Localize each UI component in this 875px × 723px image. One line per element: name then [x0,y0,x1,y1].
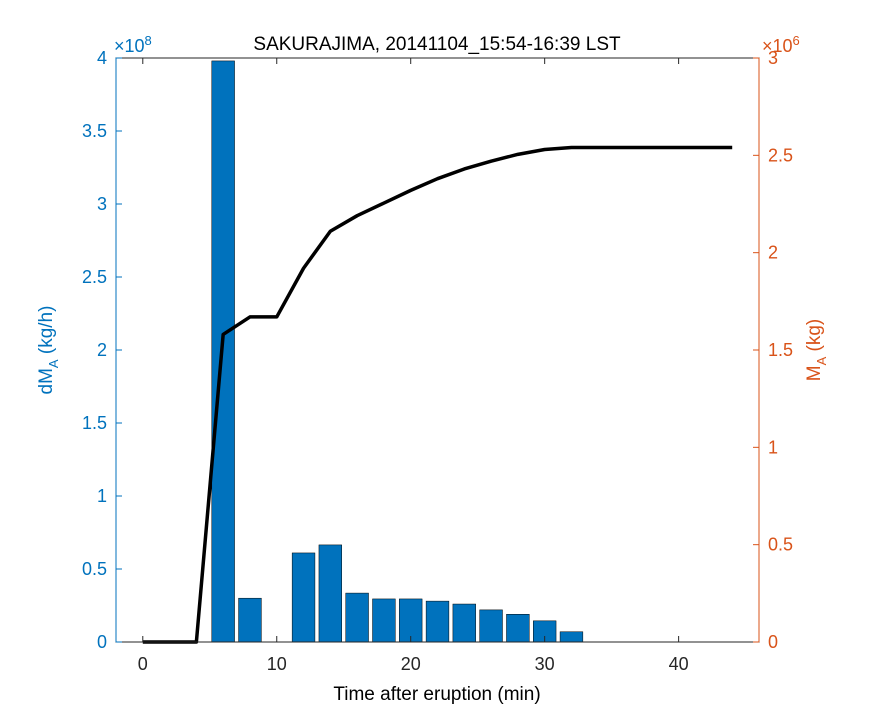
bar [399,598,423,643]
left-tick-label: 0.5 [82,559,107,579]
left-axis-exponent: ×108 [114,33,152,56]
right-tick-label: 1 [768,437,778,457]
x-tick-label: 30 [535,654,555,674]
right-axis-label-unit: (kg) [804,319,825,357]
right-axis-label-sub: A [814,356,829,365]
right-axis-exponent: ×106 [762,33,800,56]
left-axis-label-unit: (kg/h) [36,306,57,360]
left-tick-label: 2 [97,340,107,360]
left-axis-exponent-prefix: ×10 [114,36,145,56]
left-tick-label: 3.5 [82,121,107,141]
right-axis-exponent-prefix: ×10 [762,36,793,56]
left-axis-label-sub: A [46,359,61,368]
x-tick-label: 40 [669,654,689,674]
left-axis-ticks: 0 0.5 1 1.5 2 2.5 3 3.5 4 [82,48,122,652]
left-tick-label: 0 [97,632,107,652]
x-axis-label: Time after eruption (min) [333,684,540,705]
right-axis-label: MA (kg) [804,319,829,382]
bar [506,614,530,643]
bar [318,544,342,643]
left-tick-label: 1 [97,486,107,506]
bar [238,597,262,643]
bar [372,598,396,643]
right-axis-exponent-power: 6 [793,33,800,48]
left-tick-label: 4 [97,48,107,68]
left-tick-label: 3 [97,194,107,214]
bar [452,603,476,643]
chart-title: SAKURAJIMA, 20141104_15:54-16:39 LST [253,34,621,55]
left-axis-exponent-power: 8 [145,33,152,48]
cumulative-line-layer [142,145,733,644]
right-tick-label: 2 [768,243,778,263]
left-axis-label-main: dM [36,368,57,394]
bar [479,609,503,643]
left-tick-label: 1.5 [82,413,107,433]
cumulative-mass-line [142,145,733,644]
right-tick-label: 0 [768,632,778,652]
left-axis-label: dMA (kg/h) [36,306,61,395]
right-axis-ticks: 0 0.5 1 1.5 2 2.5 3 [753,48,793,652]
right-tick-label: 1.5 [768,340,793,360]
right-axis-label-main: M [804,365,825,381]
right-tick-label: 2.5 [768,145,793,165]
bar [559,631,584,643]
x-tick-label: 10 [267,654,287,674]
right-tick-label: 0.5 [768,535,793,555]
x-tick-label: 20 [401,654,421,674]
right-tick-label: 3 [768,48,778,68]
x-tick-label: 0 [138,654,148,674]
bar [345,592,369,643]
left-tick-label: 2.5 [82,267,107,287]
x-axis-ticks: 0 10 20 30 40 [138,58,689,674]
bar [425,600,450,643]
bar [291,552,316,643]
